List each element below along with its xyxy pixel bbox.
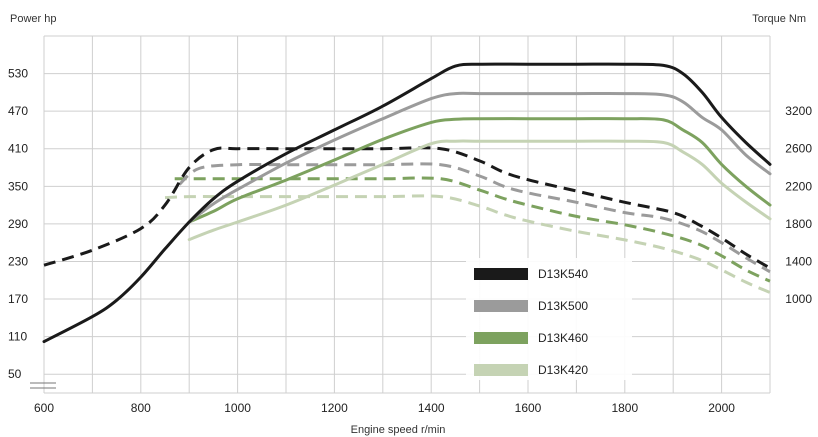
right-tick-label: 3200 xyxy=(785,104,812,118)
x-tick-label: 1400 xyxy=(418,401,445,415)
plot-lines xyxy=(42,62,772,344)
tick-labels: 600 800 1000 1200 1400 1600 1800 2000 50 110 170 23… xyxy=(8,67,812,415)
x-tick-label: 600 xyxy=(34,401,54,415)
legend-swatch-d13k500 xyxy=(474,300,528,312)
x-tick-label: 1000 xyxy=(224,401,251,415)
torque-line-d13k460 xyxy=(174,176,771,283)
x-tick-label: 1800 xyxy=(611,401,638,415)
legend-label-d13k420: D13K420 xyxy=(538,363,588,377)
left-tick-label: 410 xyxy=(8,142,28,156)
left-tick-label: 170 xyxy=(8,292,28,306)
legend-label-d13k500: D13K500 xyxy=(538,299,588,313)
left-tick-label: 470 xyxy=(8,104,28,118)
legend-label-d13k540: D13K540 xyxy=(538,267,588,281)
legend: D13K540 D13K500 D13K460 D13K420 xyxy=(466,258,632,380)
x-tick-label: 2000 xyxy=(708,401,735,415)
x-tick-label: 1600 xyxy=(515,401,542,415)
right-tick-label: 1000 xyxy=(785,292,812,306)
left-tick-label: 230 xyxy=(8,254,28,268)
left-tick-label: 110 xyxy=(8,330,27,344)
right-axis-title: Torque Nm xyxy=(752,13,806,25)
x-tick-label: 800 xyxy=(131,401,151,415)
left-tick-label: 350 xyxy=(8,179,28,193)
left-tick-label: 50 xyxy=(8,367,22,381)
legend-swatch-d13k460 xyxy=(474,332,528,344)
torque-line-d13k500 xyxy=(178,162,771,274)
left-tick-label: 290 xyxy=(8,217,28,231)
axes-labels: Power hp Torque Nm Engine speed r/min xyxy=(10,13,806,436)
legend-label-d13k460: D13K460 xyxy=(538,331,588,345)
left-tick-label: 530 xyxy=(8,67,28,81)
x-tick-label: 1200 xyxy=(321,401,348,415)
grid xyxy=(43,35,771,394)
x-axis-title: Engine speed r/min xyxy=(351,424,446,436)
torque-line-d13k540 xyxy=(43,146,771,270)
legend-swatch-d13k540 xyxy=(474,268,528,280)
torque-line-d13k420 xyxy=(164,194,771,294)
power-line-d13k500 xyxy=(187,91,772,224)
power-line-d13k540 xyxy=(42,62,772,344)
power-line-d13k460 xyxy=(187,117,772,224)
legend-swatch-d13k420 xyxy=(474,364,528,376)
right-tick-label: 1400 xyxy=(785,254,812,268)
right-tick-label: 2600 xyxy=(785,142,812,156)
right-tick-label: 1800 xyxy=(785,217,812,231)
power-line-d13k420 xyxy=(187,139,772,242)
right-tick-label: 2200 xyxy=(785,179,812,193)
left-axis-title: Power hp xyxy=(10,13,56,25)
axis-break-icon xyxy=(30,382,56,389)
